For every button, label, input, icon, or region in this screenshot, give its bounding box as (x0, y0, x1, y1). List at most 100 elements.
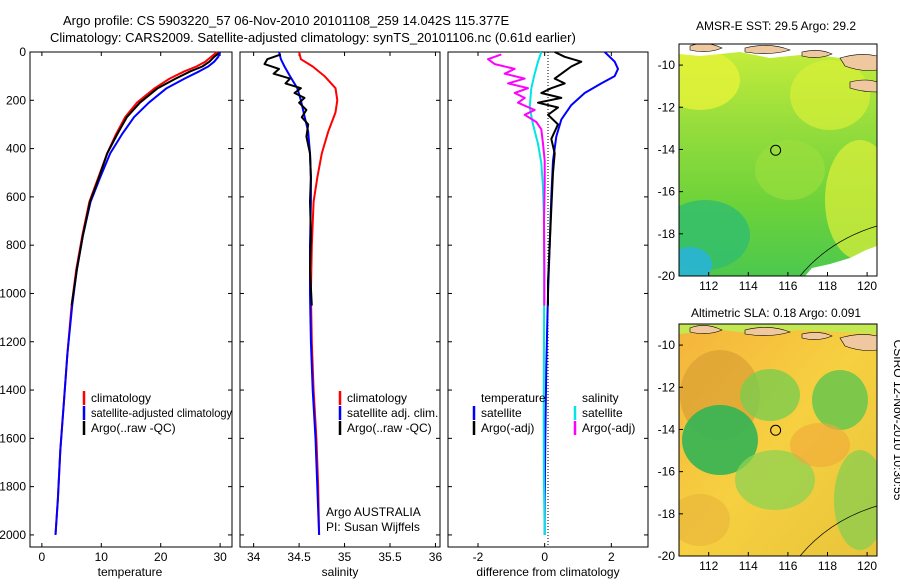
header-line1: Argo profile: CS 5903220_57 06-Nov-2010 … (63, 13, 510, 28)
map-x-tick-label: 118 (818, 559, 837, 573)
difference-xlabel: difference from climatology (476, 565, 619, 579)
y-tick-label: 1000 (0, 286, 26, 300)
header-line2: Climatology: CARS2009. Satellite-adjuste… (50, 30, 576, 45)
map-x-tick-label: 116 (778, 559, 797, 573)
legend-sal-argo: Argo(-adj) (582, 421, 635, 435)
sst-warm-patch (825, 140, 877, 260)
map-y-tick-label: -16 (658, 185, 676, 199)
sst-warm-patch (790, 60, 870, 130)
sla-high-patch (790, 423, 850, 467)
map-x-tick-label: 116 (778, 279, 797, 293)
x-tick-label: 35 (338, 550, 352, 564)
legend-temp-satellite: satellite (481, 406, 522, 420)
x-tick-label: 36 (429, 550, 443, 564)
map-y-tick-label: -18 (658, 227, 676, 241)
map-y-tick-label: -12 (658, 380, 676, 394)
sst-map-frame (678, 43, 878, 277)
map-y-tick-label: -18 (658, 507, 676, 521)
sla-low-patch (735, 450, 815, 510)
x-tick-label: 35.5 (378, 550, 402, 564)
y-tick-label: 1200 (0, 335, 26, 349)
depth-ticks: 0 200 400 600 800 1000 1200 1400 1600 1800 2000 (0, 45, 232, 542)
x-tick-label: 30 (213, 550, 227, 564)
map-x-tick-label: 114 (739, 559, 758, 573)
y-tick-label: 0 (19, 45, 26, 59)
timestamp-label: CSIRO 12-Nov-2010 10:30:55 (891, 340, 900, 501)
legend-temp-argo: Argo(-adj) (481, 421, 534, 435)
legend-satellite: satellite-adjusted climatology (91, 406, 232, 420)
series-temperature-satellite (543, 51, 619, 535)
legend-argo: Argo(..raw -QC) (347, 421, 432, 435)
temperature-series (54, 51, 222, 535)
difference-panel: -2 0 2 difference from climatology tempera… (447, 51, 649, 579)
map-y-tick-label: -16 (658, 465, 676, 479)
salinity-x-ticks: 34 34.5 35 35.5 36 (247, 52, 442, 564)
sst-australia-land (805, 246, 877, 276)
sst-y-ticks: -10 -12 -14 -16 -18 -20 (658, 58, 683, 283)
sla-x-ticks: 112 114 116 118 120 (699, 552, 877, 573)
series-temperature-argo-adj (537, 51, 583, 306)
map-y-tick-label: -12 (658, 100, 676, 114)
argo-country-annotation: Argo AUSTRALIA (326, 505, 421, 519)
legend-salinity-heading: salinity (582, 391, 619, 405)
temperature-legend: climatology satellite-adjusted climatolo… (82, 391, 232, 435)
legend-climatology: climatology (91, 391, 151, 405)
salinity-legend: climatology satellite adj. clim. Argo(..… (338, 391, 438, 435)
legend-temperature-heading: temperature (481, 391, 546, 405)
y-tick-label: 800 (6, 238, 26, 252)
sla-field (679, 324, 877, 556)
y-tick-label: 1600 (0, 431, 26, 445)
x-tick-label: 2 (608, 550, 615, 564)
legend-argo: Argo(..raw -QC) (91, 421, 176, 435)
map-x-tick-label: 120 (857, 559, 877, 573)
sla-low-patch (812, 370, 868, 430)
sla-low-patch (740, 369, 800, 421)
temperature-x-ticks: 0 10 20 30 (39, 52, 227, 564)
sla-high-patch (679, 494, 730, 546)
sst-x-ticks: 112 114 116 118 120 (699, 272, 877, 293)
sst-map-title: AMSR-E SST: 29.5 Argo: 29.2 (696, 19, 856, 33)
x-tick-label: 10 (95, 550, 109, 564)
difference-x-ticks: -2 0 2 (473, 52, 615, 564)
sst-warm-patch (679, 50, 740, 110)
sla-map-frame (678, 323, 878, 557)
sst-depth-contour (799, 225, 877, 276)
difference-depth-ticks (448, 51, 648, 536)
map-x-tick-label: 112 (699, 279, 718, 293)
y-tick-label: 400 (6, 142, 26, 156)
temperature-axes (29, 51, 233, 548)
sla-island (801, 332, 833, 340)
map-y-tick-label: -14 (658, 422, 676, 436)
sla-island (744, 327, 791, 336)
x-tick-label: 20 (154, 550, 168, 564)
sla-depth-contour (799, 505, 877, 556)
sst-island (801, 50, 833, 58)
sla-map-title: Altimetric SLA: 0.18 Argo: 0.091 (691, 306, 861, 320)
difference-series (487, 51, 619, 535)
y-tick-label: 200 (6, 93, 26, 107)
sst-map-panel: AMSR-E SST: 29.5 Argo: 29.2 112 114 116 118… (658, 19, 878, 293)
map-y-tick-label: -20 (658, 269, 676, 283)
sst-float-marker (770, 144, 782, 156)
pi-annotation: PI: Susan Wijffels (326, 520, 420, 534)
series-satellite-adjusted-climatology (54, 51, 222, 535)
temperature-panel: 0 200 400 600 800 1000 1200 1400 1600 1800 2000 0 1… (0, 45, 233, 579)
y-tick-label: 1800 (0, 480, 26, 494)
series-argo-raw-qc (70, 52, 220, 306)
map-x-tick-label: 114 (739, 279, 758, 293)
series-salinity-argo-adj (487, 53, 546, 306)
x-tick-label: 0 (39, 550, 46, 564)
sst-cold-patch (679, 247, 712, 276)
salinity-panel: 34 34.5 35 35.5 36 salinity climatology sate… (239, 51, 442, 579)
sla-low-patch (834, 450, 877, 550)
map-x-tick-label: 118 (818, 279, 837, 293)
difference-legend: temperature satellite Argo(-adj) salinit… (472, 391, 635, 435)
x-tick-label: 0 (541, 550, 548, 564)
legend-satellite: satellite adj. clim. (347, 406, 438, 420)
map-y-tick-label: -20 (658, 549, 676, 563)
sla-y-ticks: -10 -12 -14 -16 -18 -20 (658, 338, 683, 563)
temperature-xlabel: temperature (98, 565, 163, 579)
map-y-tick-label: -14 (658, 142, 676, 156)
salinity-xlabel: salinity (322, 565, 359, 579)
map-x-tick-label: 120 (857, 279, 877, 293)
